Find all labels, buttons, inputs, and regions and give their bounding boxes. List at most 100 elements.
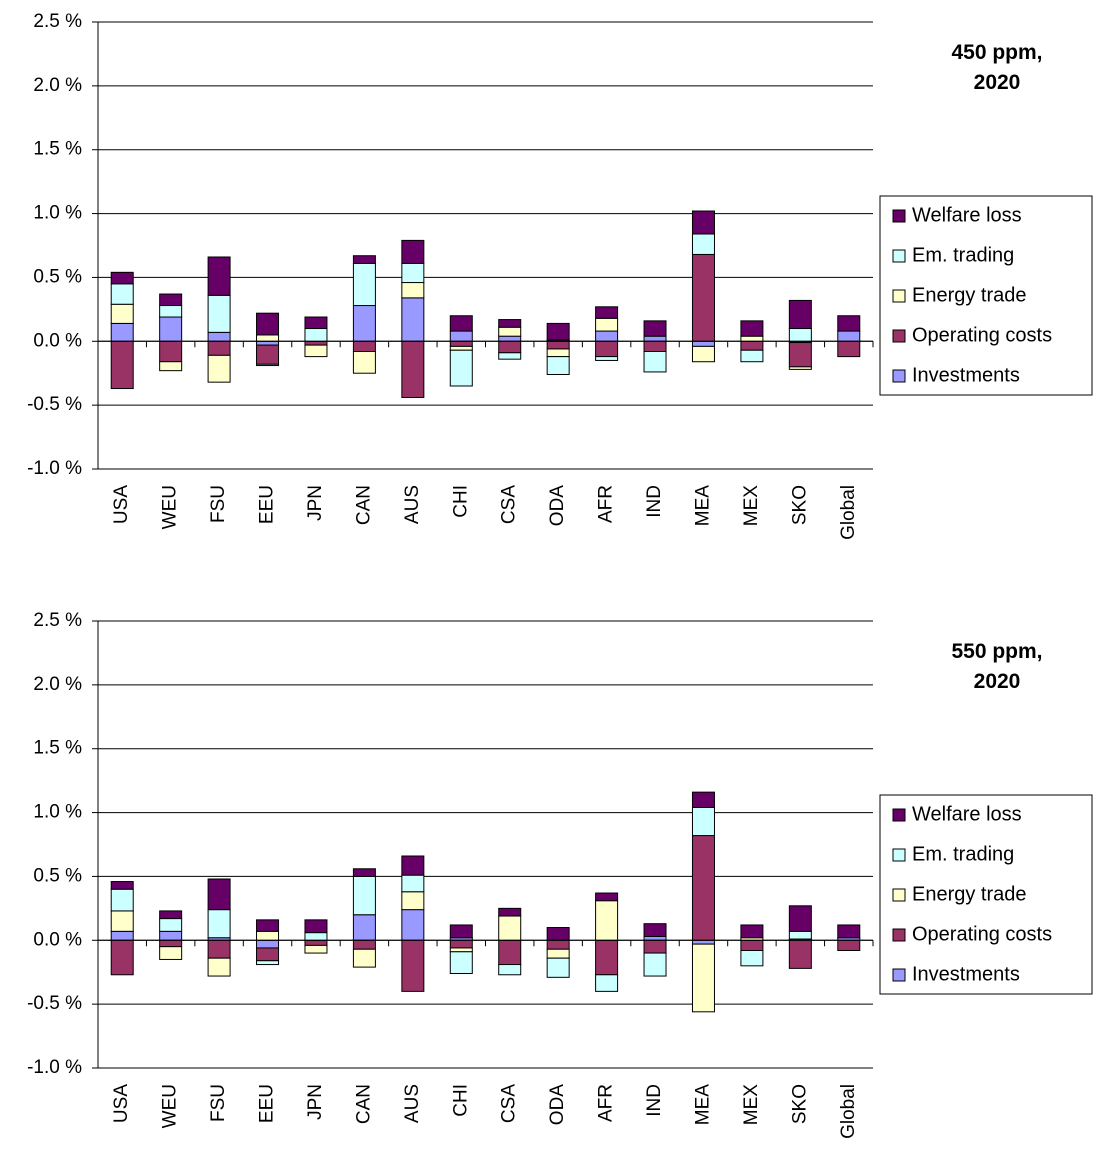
bar-segment (207, 331, 231, 342)
x-tick-label: MEX (741, 1084, 762, 1126)
bar-segment (788, 905, 812, 932)
bar-segment (498, 915, 522, 941)
bar-segment (546, 356, 570, 375)
bar-segment (595, 340, 619, 358)
bar-segment (110, 271, 134, 285)
y-tick-label: 0.5 % (33, 865, 82, 886)
bar-segment (691, 806, 715, 837)
bar-segment (546, 340, 570, 350)
bar-segment (207, 909, 231, 939)
y-tick-label: 0.0 % (33, 330, 82, 351)
legend-swatch (892, 888, 906, 902)
bar-segment (304, 328, 328, 342)
y-tick-label: -1.0 % (27, 1057, 82, 1078)
bar-segment (352, 914, 376, 941)
bar-segment (691, 233, 715, 255)
y-tick-label: -0.5 % (27, 394, 82, 415)
x-tick-label: MEA (692, 1084, 713, 1126)
bar-segment (352, 868, 376, 877)
bar-segment (837, 939, 861, 952)
bar-segment (498, 939, 522, 966)
bar-segment (207, 354, 231, 383)
x-tick-label: Global (838, 485, 859, 540)
bar-segment (159, 316, 183, 342)
bar-segment (595, 974, 619, 992)
legend-swatch (892, 808, 906, 822)
bar-segment (837, 330, 861, 342)
bar-segment (256, 363, 280, 367)
legend-label: Em. trading (912, 244, 1014, 266)
bar-segment (401, 855, 425, 876)
bar-segment (788, 299, 812, 330)
bar-segment (595, 306, 619, 319)
bar-segment (207, 294, 231, 333)
bar-segment (691, 943, 715, 1013)
bar-segment (304, 919, 328, 934)
bar-segment (546, 322, 570, 341)
y-tick-label: 1.0 % (33, 203, 82, 224)
bar-segment (110, 303, 134, 324)
bar-segment (498, 907, 522, 917)
bar-segment (449, 315, 473, 332)
x-tick-label: Global (838, 1084, 859, 1139)
x-tick-label: ODA (547, 485, 568, 527)
bar-segment (788, 342, 812, 368)
bar-segment (691, 939, 715, 945)
x-tick-label: MEA (692, 485, 713, 527)
bar-segment (546, 948, 570, 959)
y-tick-label: 2.5 % (33, 11, 82, 32)
bar-segment (256, 947, 280, 962)
bar-segment (352, 948, 376, 968)
bar-segment (401, 239, 425, 264)
bar-segment (691, 253, 715, 342)
x-tick-label: SKO (789, 1084, 810, 1124)
bar-segment (159, 305, 183, 318)
bar-segment (256, 344, 280, 365)
bar-segment (546, 927, 570, 941)
bar-segment (691, 791, 715, 808)
y-tick-label: 2.0 % (33, 674, 82, 695)
y-tick-label: -1.0 % (27, 458, 82, 479)
bar-segment (498, 340, 522, 354)
bar-segment (595, 330, 619, 342)
bar-segment (401, 297, 425, 342)
bar-segment (788, 930, 812, 940)
x-tick-label: FSU (208, 485, 229, 523)
bar-segment (304, 932, 328, 941)
bar-segment (110, 888, 134, 912)
bar-segment (256, 930, 280, 941)
bar-segment (643, 340, 667, 353)
bar-segment (401, 282, 425, 299)
x-tick-label: CAN (353, 1084, 374, 1124)
bar-segment (643, 923, 667, 937)
bar-segment (498, 326, 522, 337)
bar-segment (256, 960, 280, 966)
bar-segment (401, 909, 425, 941)
x-tick-label: WEU (160, 1084, 181, 1128)
bar-segment (352, 255, 376, 264)
bar-segment (304, 939, 328, 946)
x-tick-label: AUS (402, 485, 423, 524)
y-tick-label: 1.5 % (33, 139, 82, 160)
x-tick-label: EEU (257, 485, 278, 524)
bar-segment (207, 957, 231, 977)
bar-segment (595, 892, 619, 902)
bar-segment (256, 312, 280, 336)
legend-swatch (892, 848, 906, 862)
bar-segment (207, 256, 231, 296)
x-tick-label: AFR (596, 485, 617, 523)
legend-swatch (892, 968, 906, 982)
bar-segment (110, 930, 134, 941)
y-tick-label: 0.0 % (33, 929, 82, 950)
bar-segment (110, 322, 134, 342)
bar-segment (546, 348, 570, 358)
bar-segment (401, 891, 425, 911)
bar-segment (449, 939, 473, 949)
legend-label: Energy trade (912, 883, 1027, 905)
legend-label: Investments (912, 364, 1020, 386)
y-tick-label: 2.5 % (33, 610, 82, 631)
bar-segment (352, 340, 376, 353)
bar-segment (352, 939, 376, 950)
bar-segment (740, 335, 764, 342)
bar-segment (401, 340, 425, 398)
